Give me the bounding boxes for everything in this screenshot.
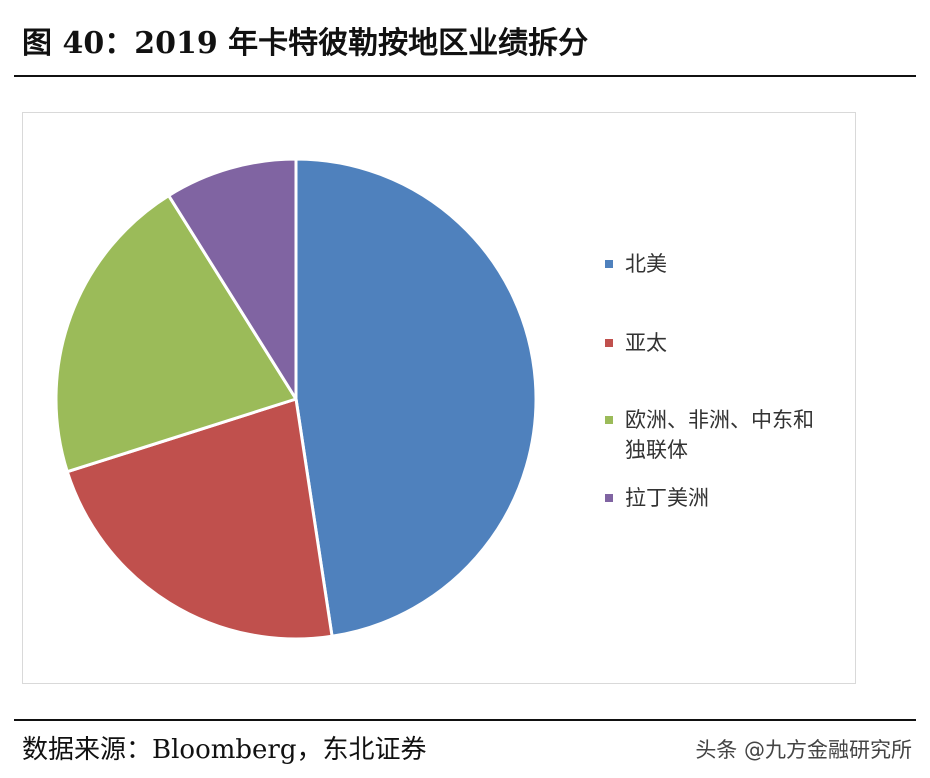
legend-swatch-asia-pacific	[605, 339, 613, 347]
chart-area: 北美 亚太 欧洲、非洲、中东和独联体 拉丁美洲	[22, 112, 856, 684]
legend-swatch-latin-america	[605, 494, 613, 502]
legend-item-latin-america: 拉丁美洲	[605, 483, 855, 513]
legend-item-asia-pacific: 亚太	[605, 328, 855, 358]
figure-title: 图 40：2019 年卡特彼勒按地区业绩拆分	[22, 26, 589, 61]
pie-slice-emea-cis	[54, 194, 298, 474]
legend-swatch-emea-cis	[605, 416, 613, 424]
legend-item-north-america: 北美	[605, 249, 855, 279]
title-divider	[14, 75, 916, 77]
pie-slice-latin-america	[167, 157, 298, 401]
pie-chart	[54, 157, 538, 641]
data-source: 数据来源：Bloomberg，东北证券	[22, 735, 427, 765]
legend-label-north-america: 北美	[625, 252, 667, 276]
legend-label-latin-america: 拉丁美洲	[625, 486, 709, 510]
pie-slice-asia-pacific	[65, 397, 334, 641]
legend-item-emea-cis: 欧洲、非洲、中东和独联体	[605, 405, 827, 465]
watermark: 头条 @九方金融研究所	[695, 738, 912, 762]
footer-divider	[14, 719, 916, 721]
legend-label-emea-cis: 欧洲、非洲、中东和独联体	[625, 408, 814, 462]
pie-slice-north-america	[294, 157, 538, 638]
legend-swatch-north-america	[605, 260, 613, 268]
legend-label-asia-pacific: 亚太	[625, 331, 667, 355]
